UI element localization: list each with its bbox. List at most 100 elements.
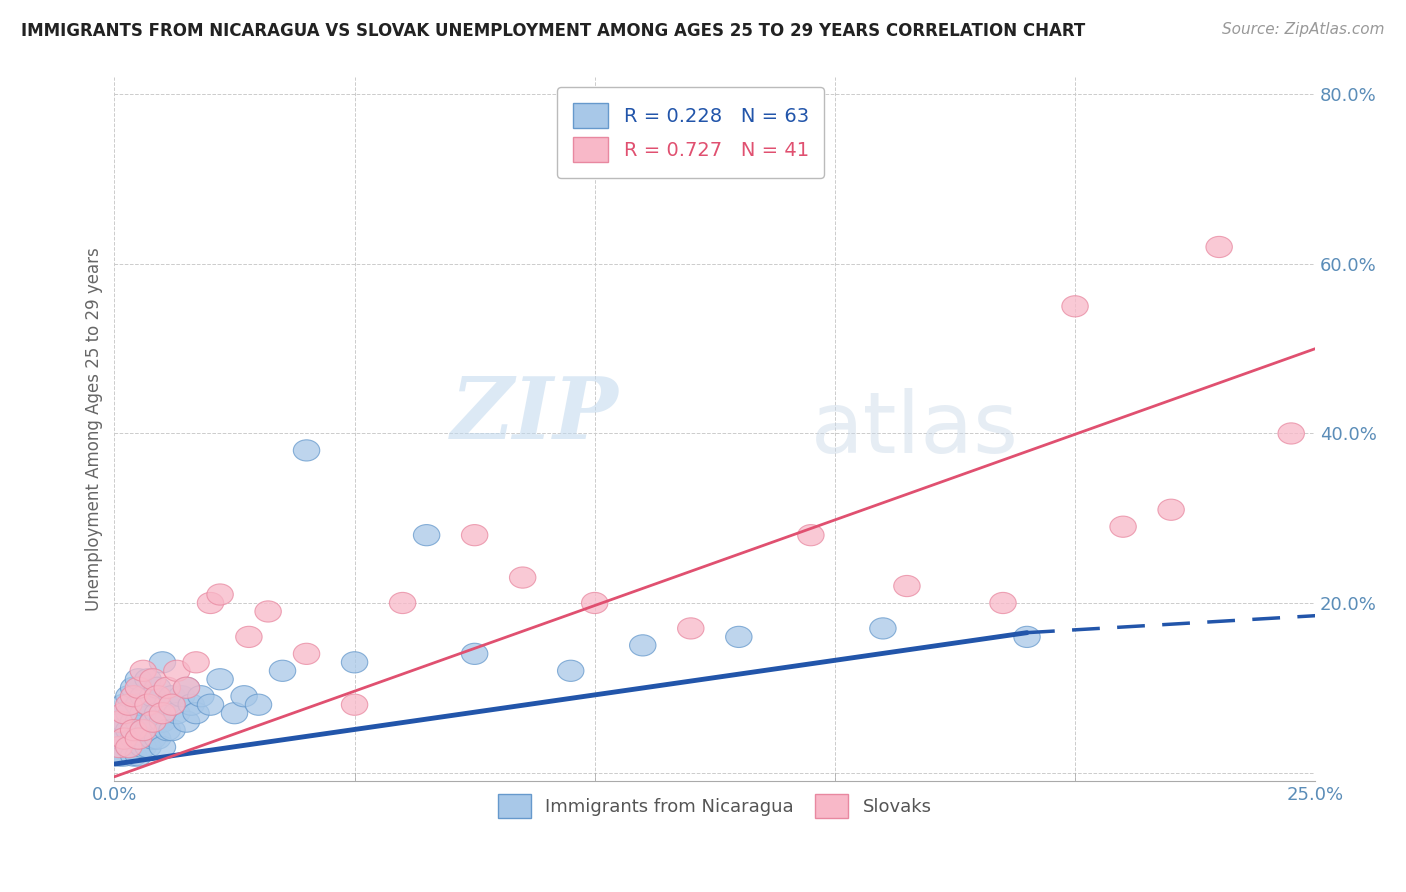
Ellipse shape xyxy=(221,703,247,723)
Ellipse shape xyxy=(173,711,200,732)
Ellipse shape xyxy=(207,584,233,605)
Ellipse shape xyxy=(125,677,152,698)
Ellipse shape xyxy=(389,592,416,614)
Ellipse shape xyxy=(197,592,224,614)
Ellipse shape xyxy=(159,720,186,740)
Ellipse shape xyxy=(129,720,156,740)
Ellipse shape xyxy=(111,728,138,749)
Ellipse shape xyxy=(179,694,204,715)
Ellipse shape xyxy=(342,694,368,715)
Text: IMMIGRANTS FROM NICARAGUA VS SLOVAK UNEMPLOYMENT AMONG AGES 25 TO 29 YEARS CORRE: IMMIGRANTS FROM NICARAGUA VS SLOVAK UNEM… xyxy=(21,22,1085,40)
Text: ZIP: ZIP xyxy=(451,374,619,457)
Ellipse shape xyxy=(135,720,162,740)
Ellipse shape xyxy=(270,660,295,681)
Ellipse shape xyxy=(125,745,152,766)
Ellipse shape xyxy=(121,677,146,698)
Ellipse shape xyxy=(111,728,138,749)
Ellipse shape xyxy=(111,703,138,723)
Ellipse shape xyxy=(509,567,536,588)
Ellipse shape xyxy=(145,686,172,706)
Ellipse shape xyxy=(236,626,262,648)
Ellipse shape xyxy=(894,575,920,597)
Ellipse shape xyxy=(231,686,257,706)
Ellipse shape xyxy=(149,737,176,757)
Ellipse shape xyxy=(155,720,180,740)
Ellipse shape xyxy=(173,677,200,698)
Ellipse shape xyxy=(173,677,200,698)
Ellipse shape xyxy=(159,686,186,706)
Y-axis label: Unemployment Among Ages 25 to 29 years: Unemployment Among Ages 25 to 29 years xyxy=(86,247,103,611)
Ellipse shape xyxy=(135,737,162,757)
Ellipse shape xyxy=(169,686,195,706)
Ellipse shape xyxy=(145,677,172,698)
Ellipse shape xyxy=(129,686,156,706)
Ellipse shape xyxy=(1206,236,1232,258)
Ellipse shape xyxy=(149,711,176,732)
Ellipse shape xyxy=(139,711,166,732)
Ellipse shape xyxy=(630,635,657,656)
Ellipse shape xyxy=(135,694,162,715)
Ellipse shape xyxy=(139,728,166,749)
Ellipse shape xyxy=(145,728,172,749)
Ellipse shape xyxy=(145,703,172,723)
Ellipse shape xyxy=(1159,500,1184,520)
Ellipse shape xyxy=(129,703,156,723)
Ellipse shape xyxy=(797,524,824,546)
Ellipse shape xyxy=(294,440,319,461)
Ellipse shape xyxy=(254,601,281,622)
Ellipse shape xyxy=(115,686,142,706)
Ellipse shape xyxy=(149,703,176,723)
Ellipse shape xyxy=(125,728,152,749)
Ellipse shape xyxy=(139,669,166,690)
Ellipse shape xyxy=(115,737,142,757)
Ellipse shape xyxy=(990,592,1017,614)
Ellipse shape xyxy=(125,669,152,690)
Ellipse shape xyxy=(245,694,271,715)
Legend: Immigrants from Nicaragua, Slovaks: Immigrants from Nicaragua, Slovaks xyxy=(491,787,939,825)
Ellipse shape xyxy=(129,660,156,681)
Ellipse shape xyxy=(582,592,607,614)
Ellipse shape xyxy=(121,728,146,749)
Ellipse shape xyxy=(461,524,488,546)
Ellipse shape xyxy=(342,652,368,673)
Ellipse shape xyxy=(129,720,156,740)
Ellipse shape xyxy=(105,720,132,740)
Ellipse shape xyxy=(135,694,162,715)
Ellipse shape xyxy=(163,660,190,681)
Ellipse shape xyxy=(115,737,142,757)
Ellipse shape xyxy=(678,618,704,639)
Ellipse shape xyxy=(163,703,190,723)
Ellipse shape xyxy=(413,524,440,546)
Ellipse shape xyxy=(149,652,176,673)
Ellipse shape xyxy=(105,737,132,757)
Ellipse shape xyxy=(1014,626,1040,648)
Text: Source: ZipAtlas.com: Source: ZipAtlas.com xyxy=(1222,22,1385,37)
Ellipse shape xyxy=(725,626,752,648)
Ellipse shape xyxy=(207,669,233,690)
Ellipse shape xyxy=(105,728,132,749)
Ellipse shape xyxy=(111,745,138,766)
Ellipse shape xyxy=(159,694,186,715)
Ellipse shape xyxy=(125,694,152,715)
Ellipse shape xyxy=(125,728,152,749)
Ellipse shape xyxy=(155,677,180,698)
Ellipse shape xyxy=(135,669,162,690)
Ellipse shape xyxy=(155,694,180,715)
Text: atlas: atlas xyxy=(811,388,1019,471)
Ellipse shape xyxy=(461,643,488,665)
Ellipse shape xyxy=(105,711,132,732)
Ellipse shape xyxy=(187,686,214,706)
Ellipse shape xyxy=(1062,296,1088,317)
Ellipse shape xyxy=(1278,423,1305,444)
Ellipse shape xyxy=(111,694,138,715)
Ellipse shape xyxy=(197,694,224,715)
Ellipse shape xyxy=(115,720,142,740)
Ellipse shape xyxy=(121,720,146,740)
Ellipse shape xyxy=(139,711,166,732)
Ellipse shape xyxy=(115,703,142,723)
Ellipse shape xyxy=(558,660,583,681)
Ellipse shape xyxy=(183,652,209,673)
Ellipse shape xyxy=(121,745,146,766)
Ellipse shape xyxy=(870,618,896,639)
Ellipse shape xyxy=(183,703,209,723)
